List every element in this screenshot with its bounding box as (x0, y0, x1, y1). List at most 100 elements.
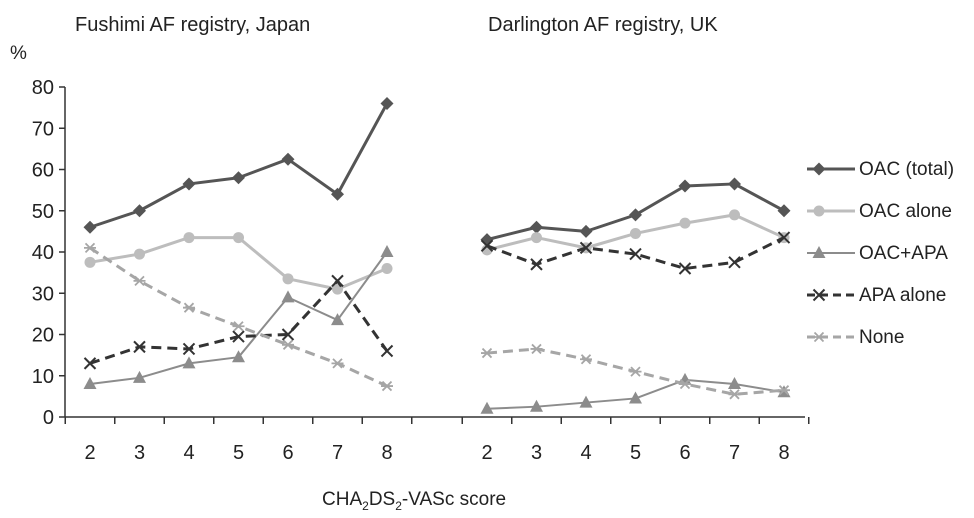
data-point-none (84, 242, 96, 254)
y-tick-label: 20 (32, 325, 54, 347)
data-point-none (580, 354, 592, 365)
legend-marker (812, 162, 826, 176)
panel-title-uk: Darlington AF registry, UK (488, 14, 718, 36)
data-point-apa-alone (380, 344, 394, 358)
legend-swatch-oac-apa (807, 246, 855, 258)
x-tick-label: 4 (580, 442, 591, 464)
x-tick-label: 2 (84, 442, 95, 464)
y-tick-label: 10 (32, 366, 54, 388)
data-point-none (629, 366, 642, 377)
data-point-oac-total (232, 171, 245, 185)
data-point-oac-alone (134, 248, 145, 260)
y-tick-label: 40 (32, 242, 54, 264)
data-point-oac-apa (133, 370, 146, 383)
data-point-none (381, 380, 393, 392)
data-point-oac-alone (282, 273, 294, 285)
legend-swatch-oac-alone (807, 205, 855, 217)
x-tick-label: 6 (282, 442, 293, 464)
data-point-oac-total (777, 204, 791, 218)
data-point-none (133, 275, 146, 287)
data-point-oac-total (629, 208, 642, 222)
data-point-oac-apa (331, 313, 344, 326)
data-point-oac-apa (232, 350, 245, 363)
data-point-oac-alone (233, 232, 244, 244)
legend-label-apa-alone: APA alone (859, 285, 947, 306)
legend-swatch-oac-total (807, 162, 855, 176)
data-point-oac-total (133, 204, 146, 218)
data-point-oac-total (281, 152, 295, 166)
data-point-oac-total (678, 179, 692, 193)
x-tick-label: 5 (233, 442, 244, 464)
legend-label-oac-total: OAC (total) (859, 159, 955, 180)
data-point-apa-alone (480, 239, 494, 253)
data-point-oac-total (530, 220, 543, 234)
y-tick-label: 70 (32, 118, 54, 140)
x-tick-label: 3 (531, 442, 542, 464)
data-point-oac-total (480, 233, 494, 247)
data-point-apa-alone (678, 262, 692, 275)
data-point-oac-apa (728, 377, 741, 389)
data-point-none (232, 321, 245, 332)
y-tick-label: 80 (32, 77, 54, 99)
x-tick-label: 7 (332, 442, 343, 464)
data-point-oac-alone (183, 232, 195, 244)
data-point-none (331, 358, 344, 369)
panel-title-japan: Fushimi AF registry, Japan (75, 14, 311, 36)
data-point-apa-alone (629, 247, 642, 261)
data-point-none (282, 339, 294, 350)
data-point-oac-alone (84, 256, 96, 268)
data-point-apa-alone (579, 241, 593, 255)
data-point-oac-total (728, 177, 741, 191)
y-tick-label: 30 (32, 283, 54, 305)
data-point-oac-alone (679, 217, 691, 229)
data-point-oac-apa (530, 399, 543, 412)
plot-panel-uk (480, 177, 791, 414)
x-tick-label: 8 (381, 442, 392, 464)
data-point-oac-apa (629, 391, 642, 404)
legend-swatch-apa-alone (807, 288, 855, 302)
data-point-oac-apa (380, 245, 394, 257)
y-axis-unit: % (10, 43, 27, 64)
y-tick-label: 0 (43, 407, 54, 429)
data-point-oac-alone (630, 227, 641, 239)
data-point-apa-alone (133, 340, 146, 354)
series-line-none (89, 246, 388, 388)
data-point-none (183, 302, 195, 313)
data-point-oac-total (380, 97, 394, 110)
data-point-apa-alone (232, 330, 245, 343)
data-point-oac-total (579, 224, 593, 238)
x-tick-label: 3 (134, 442, 145, 464)
data-point-apa-alone (182, 342, 196, 356)
x-tick-label: 7 (729, 442, 740, 464)
data-point-none (778, 385, 790, 396)
data-point-oac-total (182, 177, 196, 191)
data-point-oac-apa (579, 395, 593, 408)
data-point-oac-alone (729, 209, 740, 221)
legend-marker (812, 246, 826, 258)
data-point-oac-total (83, 220, 97, 234)
legend-label-oac-apa: OAC+APA (859, 243, 948, 264)
data-point-none (728, 389, 741, 400)
x-tick-label: 5 (630, 442, 641, 464)
data-point-apa-alone (777, 231, 791, 244)
data-point-apa-alone (530, 258, 543, 271)
legend-label-none: None (859, 327, 905, 348)
legend-marker (812, 288, 826, 302)
legend-marker (813, 331, 825, 343)
data-point-none (481, 347, 493, 359)
data-point-apa-alone (331, 274, 344, 288)
data-point-apa-alone (728, 256, 741, 269)
data-point-oac-alone (531, 232, 542, 244)
x-tick-label: 4 (183, 442, 194, 464)
series-line-oac-total (89, 102, 389, 229)
data-point-oac-apa (281, 290, 295, 303)
y-tick-label: 50 (32, 201, 54, 223)
legend-label-oac-alone: OAC alone (859, 201, 952, 222)
x-axis-label: CHA2DS2-VASc score (322, 489, 507, 513)
x-tick-label: 2 (481, 442, 492, 464)
data-point-apa-alone (281, 328, 295, 341)
data-point-oac-total (331, 187, 344, 201)
legend-marker (813, 205, 825, 217)
x-tick-label: 8 (778, 442, 789, 464)
